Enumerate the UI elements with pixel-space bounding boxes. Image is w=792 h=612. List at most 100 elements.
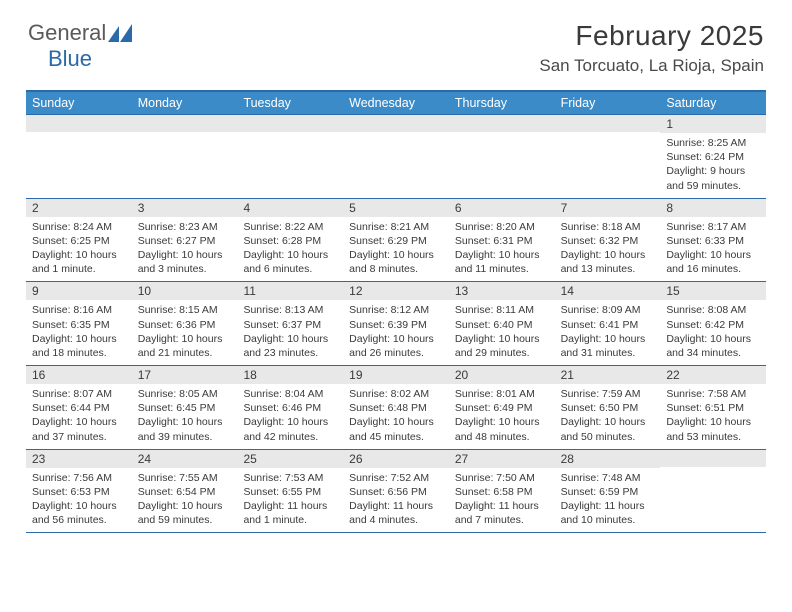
sunset-text: Sunset: 6:32 PM	[561, 234, 655, 248]
week-row: 2Sunrise: 8:24 AMSunset: 6:25 PMDaylight…	[26, 198, 766, 282]
day-number: 5	[343, 199, 449, 217]
daylight-text: Daylight: 10 hours and 56 minutes.	[32, 499, 126, 527]
day-cell	[449, 115, 555, 198]
day-number	[449, 115, 555, 132]
day-details: Sunrise: 8:17 AMSunset: 6:33 PMDaylight:…	[666, 220, 760, 277]
day-cell	[660, 450, 766, 533]
daylight-text: Daylight: 10 hours and 8 minutes.	[349, 248, 443, 276]
sunrise-text: Sunrise: 8:04 AM	[243, 387, 337, 401]
week-row: 1 Sunrise: 8:25 AMSunset: 6:24 PMDaylight…	[26, 114, 766, 198]
day-number: 1	[660, 115, 766, 133]
day-number: 25	[237, 450, 343, 468]
day-details: Sunrise: 7:53 AMSunset: 6:55 PMDaylight:…	[243, 471, 337, 528]
day-number: 18	[237, 366, 343, 384]
day-number: 6	[449, 199, 555, 217]
sunset-text: Sunset: 6:28 PM	[243, 234, 337, 248]
sunrise-text: Sunrise: 8:16 AM	[32, 303, 126, 317]
sunrise-text: Sunrise: 8:17 AM	[666, 220, 760, 234]
sunset-text: Sunset: 6:50 PM	[561, 401, 655, 415]
day-cell	[132, 115, 238, 198]
logo-text-blue: Blue	[48, 46, 92, 72]
day-number: 11	[237, 282, 343, 300]
location: San Torcuato, La Rioja, Spain	[539, 56, 764, 76]
day-cell: 13 Sunrise: 8:11 AMSunset: 6:40 PMDayligh…	[449, 282, 555, 365]
day-number: 13	[449, 282, 555, 300]
sunset-text: Sunset: 6:24 PM	[666, 150, 760, 164]
day-details: Sunrise: 8:15 AMSunset: 6:36 PMDaylight:…	[138, 303, 232, 360]
logo: General Blue	[28, 20, 134, 46]
sunset-text: Sunset: 6:40 PM	[455, 318, 549, 332]
day-details: Sunrise: 8:22 AMSunset: 6:28 PMDaylight:…	[243, 220, 337, 277]
day-details: Sunrise: 8:24 AMSunset: 6:25 PMDaylight:…	[32, 220, 126, 277]
week-row: 9 Sunrise: 8:16 AMSunset: 6:35 PM Daylight…	[26, 281, 766, 365]
day-number: 19	[343, 366, 449, 384]
day-cell: 19Sunrise: 8:02 AMSunset: 6:48 PMDayligh…	[343, 366, 449, 449]
sunrise-text: Sunrise: 8:12 AM	[349, 303, 443, 317]
sunrise-text: Sunrise: 7:50 AM	[455, 471, 549, 485]
day-number: 22	[660, 366, 766, 384]
day-number: 12	[343, 282, 449, 300]
sunset-text: Sunset: 6:58 PM	[455, 485, 549, 499]
logo-text-general: General	[28, 20, 106, 46]
day-cell: 8Sunrise: 8:17 AMSunset: 6:33 PMDaylight…	[660, 199, 766, 282]
day-cell: 12 Sunrise: 8:12 AMSunset: 6:39 PMDayligh…	[343, 282, 449, 365]
day-number: 23	[26, 450, 132, 468]
day-number: 9	[26, 282, 132, 300]
daylight-text: Daylight: 10 hours and 6 minutes.	[243, 248, 337, 276]
day-number	[132, 115, 238, 132]
sunrise-text: Sunrise: 8:23 AM	[138, 220, 232, 234]
day-cell	[26, 115, 132, 198]
sunrise-text: Sunrise: 7:56 AM	[32, 471, 126, 485]
dayhead: Saturday	[660, 92, 766, 114]
day-cell: 23Sunrise: 7:56 AMSunset: 6:53 PMDayligh…	[26, 450, 132, 533]
day-details: Sunrise: 7:50 AMSunset: 6:58 PMDaylight:…	[455, 471, 549, 528]
sunset-text: Sunset: 6:45 PM	[138, 401, 232, 415]
day-details: Sunrise: 8:23 AMSunset: 6:27 PMDaylight:…	[138, 220, 232, 277]
day-number: 27	[449, 450, 555, 468]
day-cell: 17Sunrise: 8:05 AMSunset: 6:45 PMDayligh…	[132, 366, 238, 449]
sunset-text: Sunset: 6:39 PM	[349, 318, 443, 332]
sunset-text: Sunset: 6:46 PM	[243, 401, 337, 415]
sunrise-text: Sunrise: 8:15 AM	[138, 303, 232, 317]
day-details: Sunrise: 8:07 AMSunset: 6:44 PMDaylight:…	[32, 387, 126, 444]
sunset-text: Sunset: 6:35 PM	[32, 318, 126, 332]
sunset-text: Sunset: 6:27 PM	[138, 234, 232, 248]
day-cell: 10Sunrise: 8:15 AMSunset: 6:36 PMDayligh…	[132, 282, 238, 365]
day-cell: 5Sunrise: 8:21 AMSunset: 6:29 PMDaylight…	[343, 199, 449, 282]
day-number: 3	[132, 199, 238, 217]
month-title: February 2025	[539, 20, 764, 52]
sunrise-text: Sunrise: 7:55 AM	[138, 471, 232, 485]
sunrise-text: Sunrise: 8:20 AM	[455, 220, 549, 234]
sunrise-text: Sunrise: 7:59 AM	[561, 387, 655, 401]
sunset-text: Sunset: 6:54 PM	[138, 485, 232, 499]
daylight-text: Daylight: 10 hours and 29 minutes.	[455, 332, 549, 360]
day-cell: 27 Sunrise: 7:50 AMSunset: 6:58 PMDayligh…	[449, 450, 555, 533]
sunrise-text: Sunrise: 8:25 AM	[666, 136, 760, 150]
day-details: Sunrise: 8:13 AMSunset: 6:37 PMDaylight:…	[243, 303, 337, 360]
day-number: 21	[555, 366, 661, 384]
sunrise-text: Sunrise: 8:08 AM	[666, 303, 760, 317]
dayhead: Wednesday	[343, 92, 449, 114]
sunrise-text: Sunrise: 8:24 AM	[32, 220, 126, 234]
sunrise-text: Sunrise: 8:11 AM	[455, 303, 549, 317]
day-number: 26	[343, 450, 449, 468]
day-cell: 2Sunrise: 8:24 AMSunset: 6:25 PMDaylight…	[26, 199, 132, 282]
day-cell: 22Sunrise: 7:58 AMSunset: 6:51 PMDayligh…	[660, 366, 766, 449]
day-details: Sunrise: 8:25 AMSunset: 6:24 PMDaylight:…	[666, 136, 760, 193]
day-number: 15	[660, 282, 766, 300]
sunrise-text: Sunrise: 8:21 AM	[349, 220, 443, 234]
day-number: 20	[449, 366, 555, 384]
day-cell: 4 Sunrise: 8:22 AMSunset: 6:28 PMDaylight…	[237, 199, 343, 282]
day-details: Sunrise: 8:09 AMSunset: 6:41 PMDaylight:…	[561, 303, 655, 360]
sunrise-text: Sunrise: 8:07 AM	[32, 387, 126, 401]
day-details: Sunrise: 8:12 AMSunset: 6:39 PMDaylight:…	[349, 303, 443, 360]
sunset-text: Sunset: 6:56 PM	[349, 485, 443, 499]
day-number: 4	[237, 199, 343, 217]
sunrise-text: Sunrise: 8:22 AM	[243, 220, 337, 234]
daylight-text: Daylight: 10 hours and 21 minutes.	[138, 332, 232, 360]
day-details: Sunrise: 8:11 AMSunset: 6:40 PMDaylight:…	[455, 303, 549, 360]
day-cell: 21Sunrise: 7:59 AMSunset: 6:50 PMDayligh…	[555, 366, 661, 449]
day-number: 7	[555, 199, 661, 217]
sunrise-text: Sunrise: 7:53 AM	[243, 471, 337, 485]
sunrise-text: Sunrise: 7:48 AM	[561, 471, 655, 485]
